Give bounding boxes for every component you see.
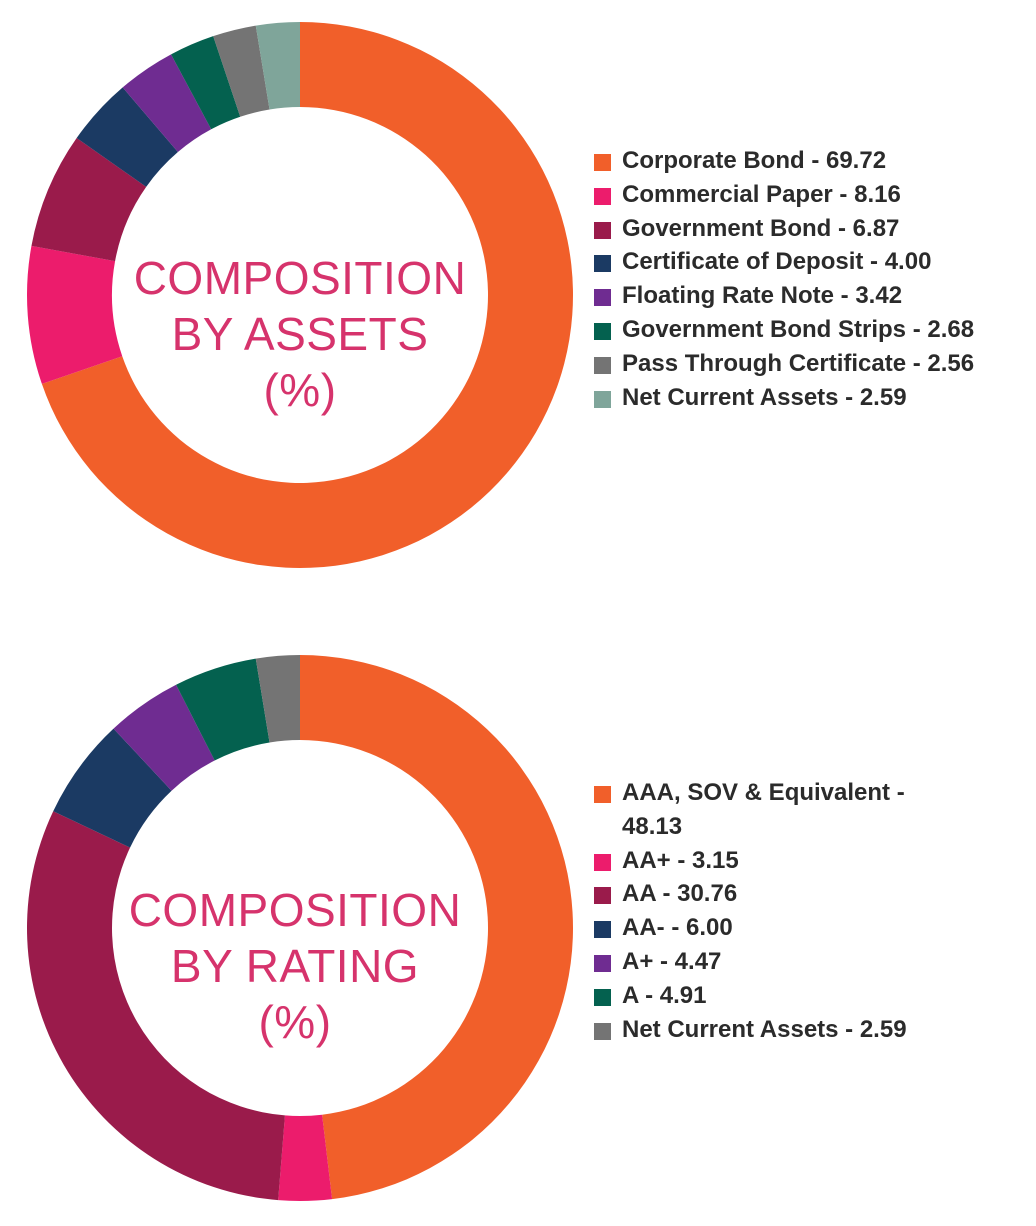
legend-swatch — [594, 853, 611, 871]
legend-item-pass-through-certificate: Pass Through Certificate - 2.56 — [594, 347, 974, 381]
legend-swatch — [594, 221, 611, 239]
donut-slice-floating-rate-note — [122, 54, 212, 153]
legend-item-commercial-paper: Commercial Paper - 8.16 — [594, 178, 974, 212]
donut-slice-aa — [26, 811, 285, 1201]
legend-label: A+ - 4.47 — [622, 947, 722, 975]
assets-center-title-line-2: BY ASSETS — [171, 308, 429, 360]
legend-item-government-bond: Government Bond - 6.87 — [594, 212, 974, 246]
assets-donut-chart — [26, 22, 573, 568]
legend-item-aaa-sov-equivalent: AAA, SOV & Equivalent - 48.13 — [594, 776, 952, 844]
legend-swatch — [594, 154, 611, 171]
legend-swatch — [594, 255, 611, 273]
legend-label: A - 4.91 — [622, 981, 707, 1009]
legend-swatch — [594, 921, 611, 939]
donut-slice-a — [176, 658, 270, 761]
assets-center-title: COMPOSITION BY ASSETS (%) — [95, 250, 505, 418]
legend-item-floating-rate-note: Floating Rate Note - 3.42 — [594, 279, 974, 313]
legend-swatch — [594, 786, 611, 803]
donut-slice-aaa-sov-equivalent — [300, 655, 574, 1200]
assets-legend: Corporate Bond - 69.72 Commercial Paper … — [594, 144, 974, 414]
legend-swatch — [594, 322, 611, 340]
legend-swatch — [594, 289, 611, 307]
legend-label: Government Bond - 6.87 — [622, 214, 900, 242]
assets-center-title-line-1: COMPOSITION — [133, 252, 467, 304]
legend-swatch — [594, 356, 611, 374]
legend-label: Pass Through Certificate - 2.56 — [622, 349, 975, 377]
legend-label: Certificate of Deposit - 4.00 — [622, 248, 932, 276]
legend-item-a-plus: A+ - 4.47 — [594, 945, 952, 979]
legend-label: Floating Rate Note - 3.42 — [622, 282, 903, 310]
legend-swatch — [594, 187, 611, 205]
legend-label: AA+ - 3.15 — [622, 846, 739, 874]
legend-label: Net Current Assets - 2.59 — [622, 383, 907, 411]
legend-item-corporate-bond: Corporate Bond - 69.72 — [594, 144, 974, 178]
legend-label: AA- - 6.00 — [622, 914, 733, 942]
legend-item-net-current-assets: Net Current Assets - 2.59 — [594, 1013, 952, 1047]
legend-label: Government Bond Strips - 2.68 — [622, 315, 975, 343]
legend-swatch — [594, 887, 611, 905]
legend-item-net-current-assets: Net Current Assets - 2.59 — [594, 381, 974, 415]
donut-slice-corporate-bond — [41, 22, 573, 568]
legend-label: AAA, SOV & Equivalent - 48.13 — [622, 779, 905, 840]
donut-slice-net-current-assets — [255, 655, 300, 743]
rating-center-title: COMPOSITION BY RATING (%) — [90, 882, 500, 1050]
rating-center-title-line-1: COMPOSITION — [128, 884, 462, 936]
rating-chart-block: COMPOSITION BY RATING (%) AAA, SOV & Equ… — [0, 630, 1036, 1226]
legend-item-certificate-of-deposit: Certificate of Deposit - 4.00 — [594, 245, 974, 279]
donut-slice-government-bond — [31, 138, 147, 262]
assets-chart-block: COMPOSITION BY ASSETS (%) Corporate Bond… — [0, 0, 1036, 600]
donut-slice-a-plus — [113, 684, 215, 791]
legend-label: Commercial Paper - 8.16 — [622, 180, 901, 208]
donut-slice-commercial-paper — [26, 245, 123, 384]
donut-slice-pass-through-certificate — [213, 25, 270, 117]
donut-slice-aa-plus — [278, 1114, 333, 1201]
legend-swatch — [594, 954, 611, 972]
assets-center-title-line-3: (%) — [263, 364, 337, 416]
donut-slice-aa — [53, 728, 172, 848]
legend-swatch — [594, 988, 611, 1006]
legend-item-a: A - 4.91 — [594, 979, 952, 1013]
legend-item-aa: AA - 30.76 — [594, 877, 952, 911]
legend-item-aa-plus: AA+ - 3.15 — [594, 844, 952, 878]
rating-center-title-line-2: BY RATING — [170, 940, 420, 992]
donut-slice-government-bond-strips — [171, 36, 241, 130]
legend-item-aa-minus: AA- - 6.00 — [594, 911, 952, 945]
donut-slice-certificate-of-deposit — [76, 87, 178, 187]
rating-legend: AAA, SOV & Equivalent - 48.13 AA+ - 3.15… — [594, 776, 952, 1046]
rating-center-title-line-3: (%) — [258, 996, 332, 1048]
legend-swatch — [594, 390, 611, 408]
legend-label: Net Current Assets - 2.59 — [622, 1015, 907, 1043]
rating-donut-chart — [26, 655, 574, 1201]
legend-label: AA - 30.76 — [622, 880, 738, 908]
legend-item-government-bond-strips: Government Bond Strips - 2.68 — [594, 313, 974, 347]
legend-label: Corporate Bond - 69.72 — [622, 147, 887, 174]
legend-swatch — [594, 1022, 611, 1040]
donut-slice-net-current-assets — [255, 22, 300, 110]
